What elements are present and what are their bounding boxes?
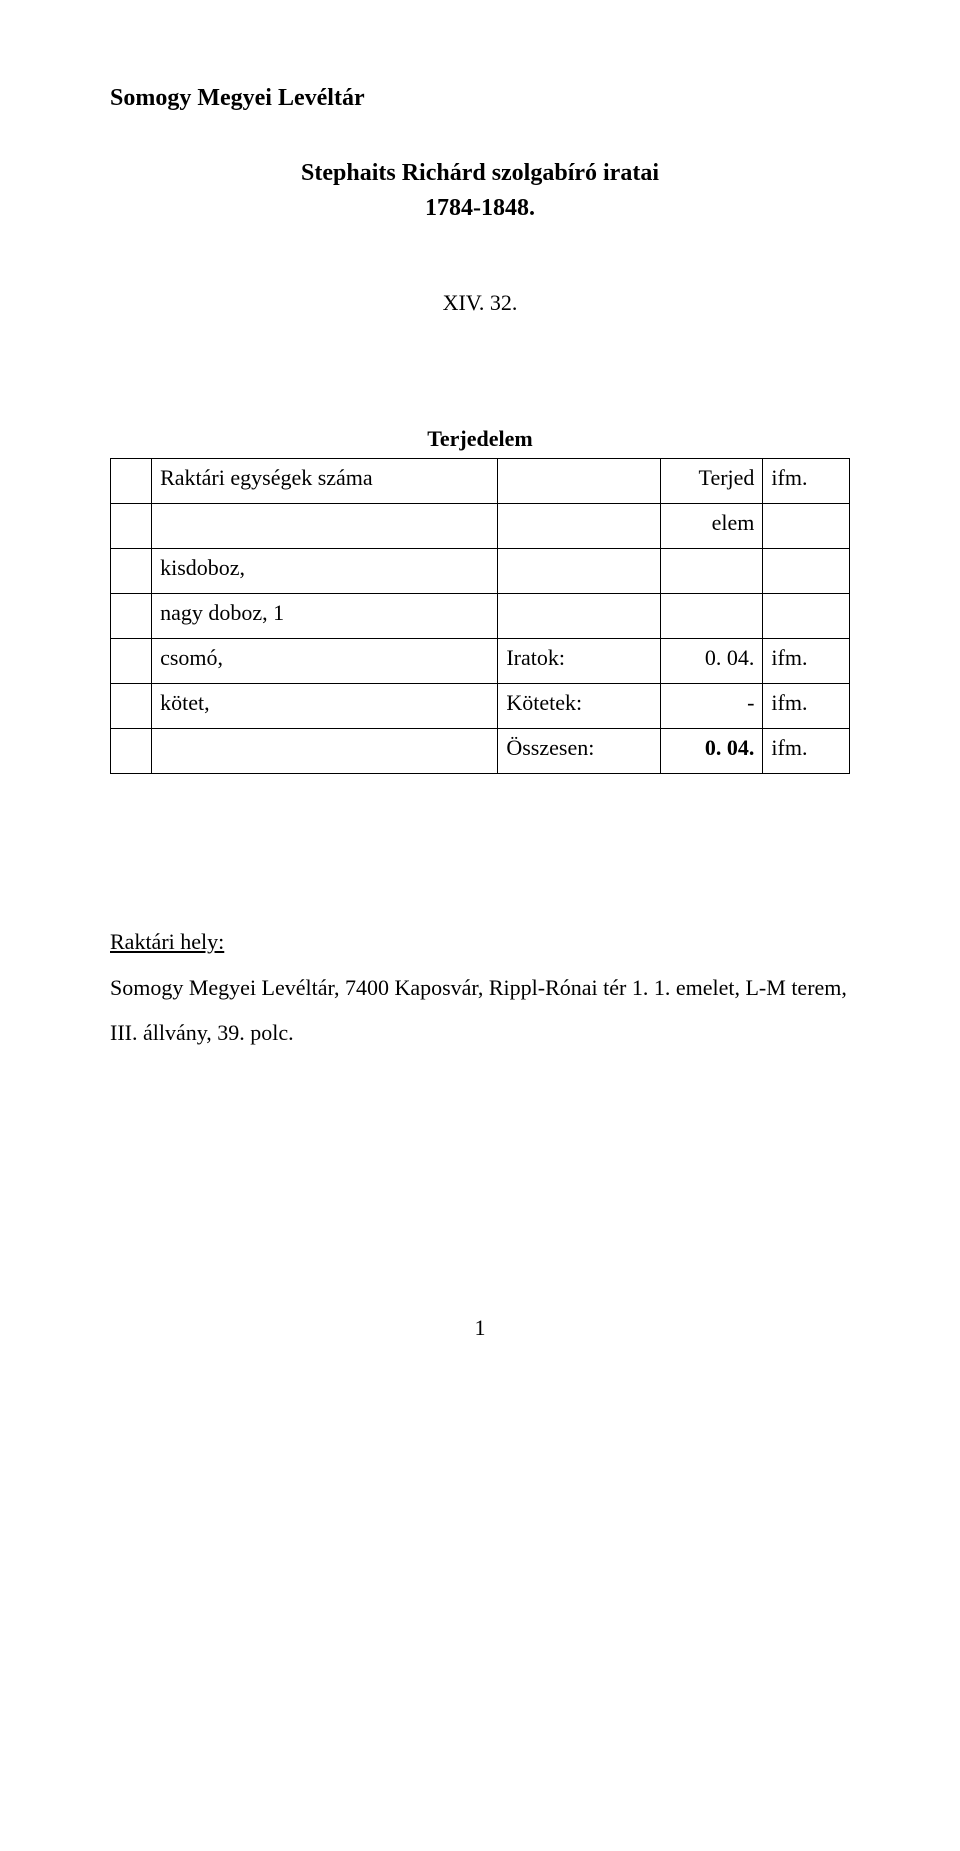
location-text: Somogy Megyei Levéltár, 7400 Kaposvár, R… [110, 965, 850, 1055]
cell-unit: nagy doboz, 1 [152, 594, 498, 639]
cell-blank [111, 459, 152, 504]
cell-label: Iratok: [498, 639, 660, 684]
document-page: Somogy Megyei Levéltár Stephaits Richárd… [0, 0, 960, 1341]
cell-value: elem [660, 504, 763, 549]
cell-value [660, 594, 763, 639]
extent-table: Raktári egységek számaTerjedifm.elemkisd… [110, 458, 850, 774]
table-row: nagy doboz, 1 [111, 594, 850, 639]
table-title: Terjedelem [110, 426, 850, 452]
cell-label: Összesen: [498, 729, 660, 774]
institution-title: Somogy Megyei Levéltár [110, 85, 850, 112]
location-heading: Raktári hely: [110, 929, 850, 955]
cell-ifm [763, 594, 850, 639]
cell-value: 0. 04. [660, 639, 763, 684]
cell-value: 0. 04. [660, 729, 763, 774]
cell-blank [111, 504, 152, 549]
cell-label [498, 504, 660, 549]
cell-unit [152, 504, 498, 549]
cell-label: Kötetek: [498, 684, 660, 729]
cell-unit: kisdoboz, [152, 549, 498, 594]
table-row: Raktári egységek száma Terjedifm. [111, 459, 850, 504]
cell-ifm: ifm. [763, 729, 850, 774]
cell-blank [111, 729, 152, 774]
cell-value: - [660, 684, 763, 729]
cell-blank [111, 549, 152, 594]
cell-ifm: ifm. [763, 684, 850, 729]
cell-unit [152, 729, 498, 774]
page-number: 1 [110, 1315, 850, 1341]
cell-unit: csomó, [152, 639, 498, 684]
table-row: csomó,Iratok:0. 04.ifm. [111, 639, 850, 684]
cell-blank [111, 639, 152, 684]
cell-unit: kötet, [152, 684, 498, 729]
cell-ifm [763, 504, 850, 549]
cell-ifm: ifm. [763, 459, 850, 504]
cell-ifm [763, 549, 850, 594]
cell-label [498, 549, 660, 594]
table-row: elem [111, 504, 850, 549]
cell-blank [111, 684, 152, 729]
collection-title: Stephaits Richárd szolgabíró iratai [110, 160, 850, 187]
cell-blank [111, 594, 152, 639]
cell-unit: Raktári egységek száma [152, 459, 498, 504]
cell-label [498, 459, 660, 504]
cell-value [660, 549, 763, 594]
table-row: kötet,Kötetek:-ifm. [111, 684, 850, 729]
date-range: 1784-1848. [110, 195, 850, 222]
signature-code: XIV. 32. [110, 290, 850, 316]
cell-label [498, 594, 660, 639]
table-row: kisdoboz, [111, 549, 850, 594]
cell-value: Terjed [660, 459, 763, 504]
table-row: Összesen:0. 04.ifm. [111, 729, 850, 774]
cell-ifm: ifm. [763, 639, 850, 684]
